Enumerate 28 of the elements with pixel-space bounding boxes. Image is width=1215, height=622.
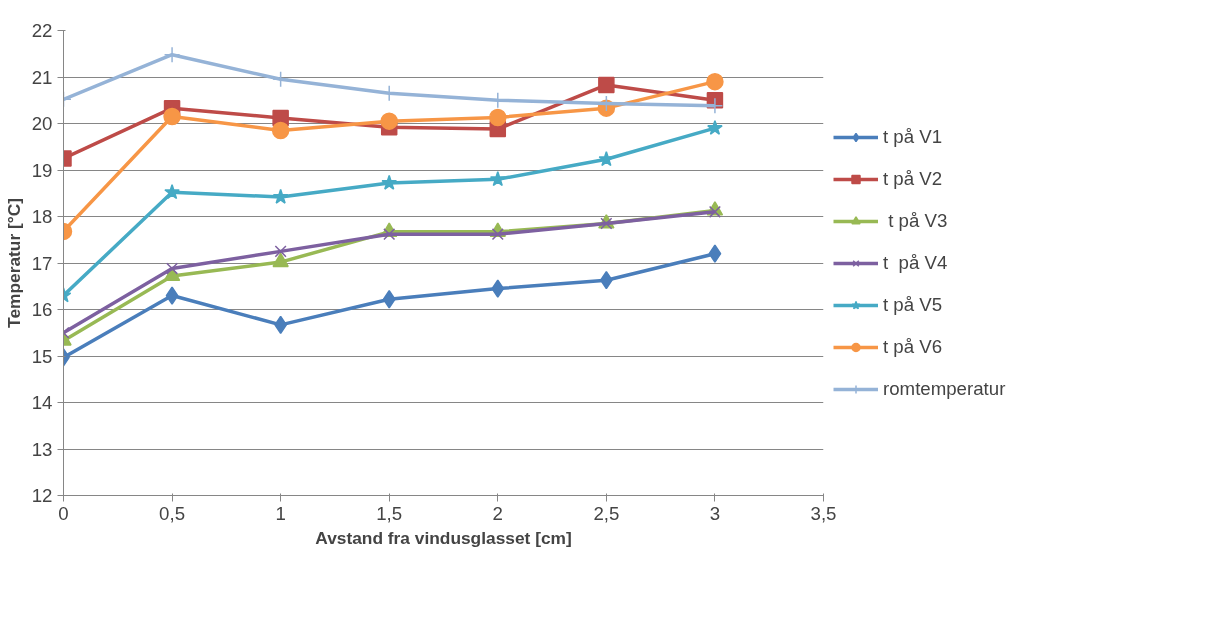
y-tick-label: 13 xyxy=(31,438,53,460)
legend-label: romtemperatur xyxy=(883,377,1006,400)
x-tick-label: 3 xyxy=(709,502,721,524)
x-tick-label: 0,5 xyxy=(159,502,186,524)
legend-label: t på V1 xyxy=(883,125,943,148)
y-tick-label: 12 xyxy=(31,485,53,506)
y-tick-label: 22 xyxy=(31,20,53,41)
legend-label: t på V4 xyxy=(883,251,948,274)
x-axis-title: Avstand fra vindusglasset [cm] xyxy=(315,527,572,548)
y-tick-label: 17 xyxy=(31,252,53,274)
y-tick-label: 16 xyxy=(31,299,53,320)
x-tick-label: 2,5 xyxy=(593,502,620,524)
legend-label: t på V2 xyxy=(883,167,943,190)
y-tick-label: 14 xyxy=(31,392,53,413)
y-axis-title: Temperatur [°C] xyxy=(3,198,24,328)
legend-label: t på V6 xyxy=(883,335,943,358)
y-tick-label: 20 xyxy=(31,113,53,134)
y-tick-label: 18 xyxy=(31,206,53,227)
y-tick-label: 19 xyxy=(31,159,53,181)
x-tick-label: 2 xyxy=(492,502,503,524)
x-tick-label: 1 xyxy=(275,502,286,524)
legend-label: t på V3 xyxy=(887,209,948,232)
y-tick-label: 21 xyxy=(31,66,53,88)
x-tick-label: 3,5 xyxy=(810,502,837,524)
x-tick-label: 1,5 xyxy=(376,502,403,524)
x-tick-label: 0 xyxy=(58,502,69,524)
y-tick-label: 15 xyxy=(31,345,53,367)
legend-label: t på V5 xyxy=(883,293,943,316)
